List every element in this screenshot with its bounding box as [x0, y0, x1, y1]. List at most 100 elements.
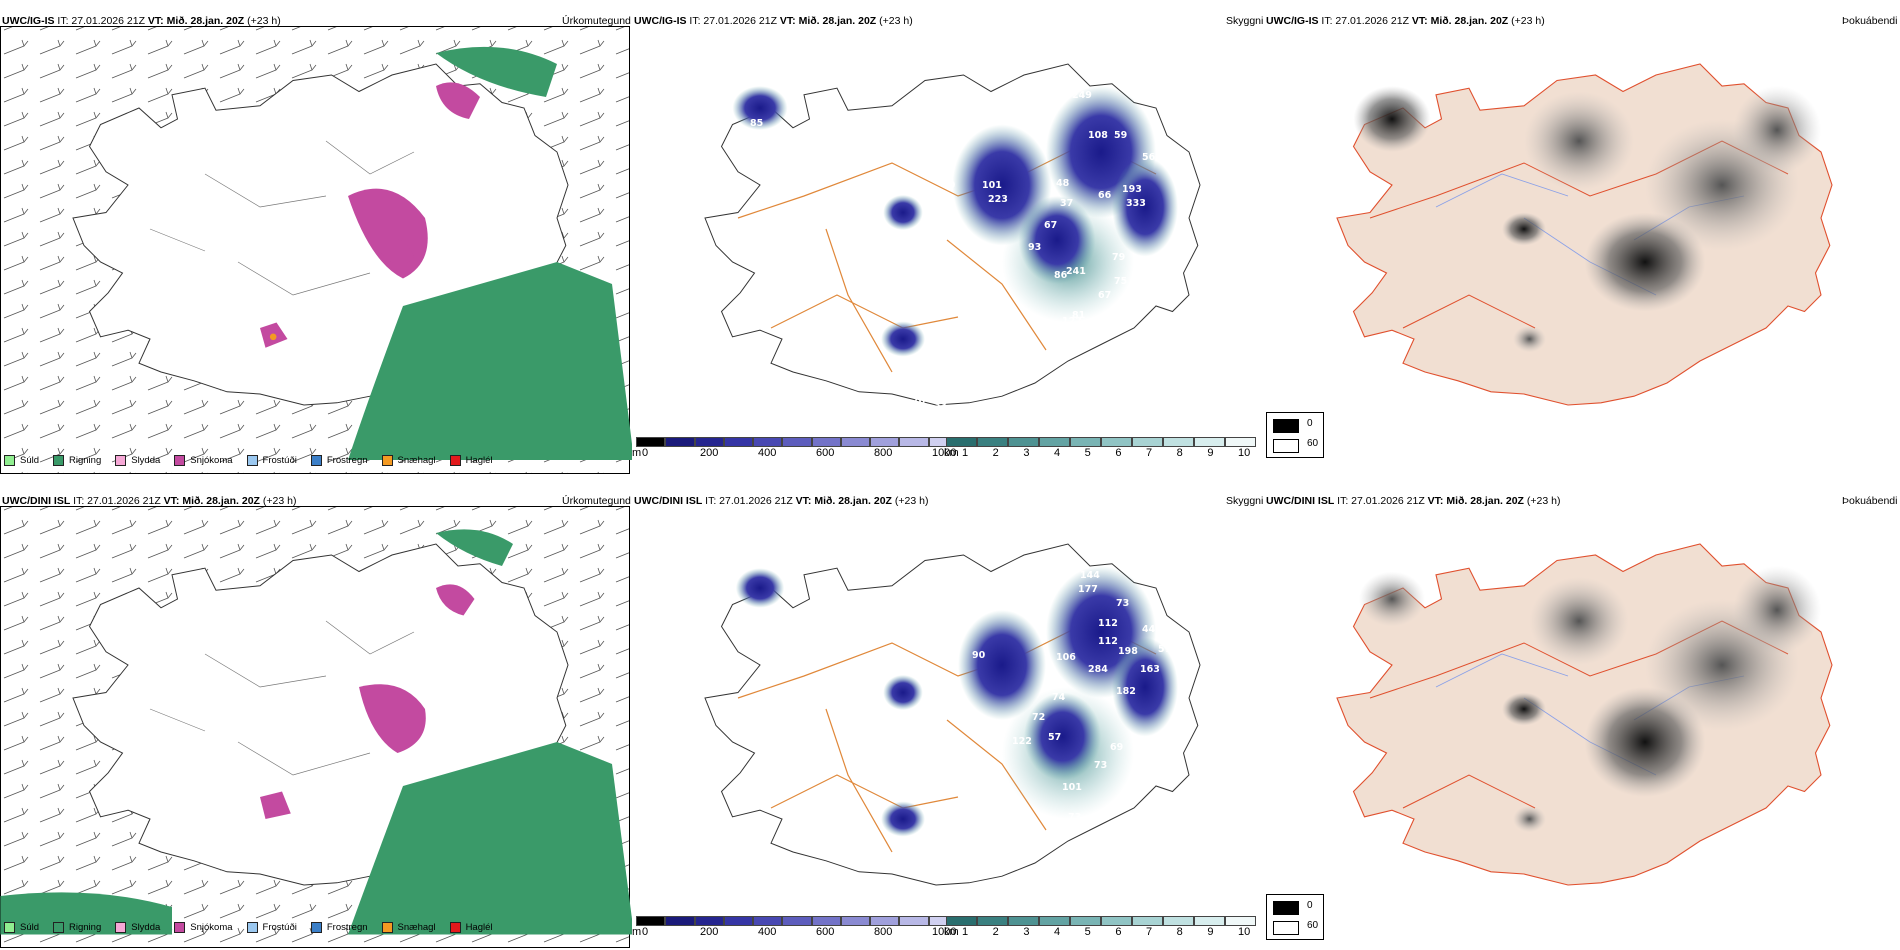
- colorbar-segment: [977, 437, 1008, 447]
- legend-swatch-snow: [174, 455, 186, 466]
- legend-item: Súld: [4, 922, 39, 933]
- vis-number: 86: [1132, 274, 1146, 285]
- vis-number: 112: [1098, 636, 1118, 647]
- visibility-panel-1: UWC/IG-IS IT: 27.01.2026 21Z VT: Mið. 28…: [632, 12, 1264, 477]
- legend-swatch-graupel: [381, 455, 393, 466]
- colorbar-segment: [1070, 437, 1101, 447]
- colorbar-tick-label: 2: [992, 926, 999, 938]
- colorbar-segment: [1101, 437, 1132, 447]
- colorbar-segment: [1008, 916, 1039, 926]
- vis-number: 80: [942, 180, 956, 191]
- cloud-map-1: [1336, 63, 1833, 406]
- colorbar-segment: [811, 437, 841, 447]
- vis-number: 57: [1158, 644, 1171, 655]
- colorbar-segment: [811, 916, 841, 926]
- legend-item: Haglél: [449, 922, 493, 933]
- legend-swatch-sleet: [115, 922, 127, 933]
- vis-number: 85: [750, 118, 763, 129]
- cloud-header-1: UWC/IG-IS IT: 27.01.2026 21Z VT: Mið. 28…: [1266, 15, 1545, 27]
- vis-number: 70: [912, 396, 926, 407]
- colorbar-tick-label: 4: [1054, 926, 1061, 938]
- vis-number: 122: [1062, 316, 1082, 327]
- precip-map-frame-1: [0, 26, 630, 474]
- precip-legend-1: Súld Rigning Slydda Snjókoma Frostúði Fr…: [4, 455, 493, 466]
- vis-number: 69: [1110, 742, 1123, 753]
- vis-number: 43: [906, 282, 919, 293]
- cloud-legend-swatch-0: [1273, 901, 1299, 915]
- cloud-panel-2: UWC/DINI ISL IT: 27.01.2026 21Z VT: Mið.…: [1264, 492, 1900, 950]
- legend-item: Snjókoma: [174, 455, 233, 466]
- colorbar-tick-label: 600: [816, 926, 835, 938]
- cloud-legend-2: 0 60: [1266, 894, 1324, 940]
- precip-header-2: UWC/DINI ISL IT: 27.01.2026 21Z VT: Mið.…: [2, 495, 297, 507]
- vis-number: 163: [1140, 664, 1160, 675]
- precip-map-2: [0, 507, 632, 947]
- colorbar-segment: [1225, 437, 1256, 447]
- legend-swatch-freezing-drizzle: [246, 455, 258, 466]
- precip-panel-1: UWC/IG-IS IT: 27.01.2026 21Z VT: Mið. 28…: [0, 12, 632, 477]
- vis-number: 79: [1112, 252, 1125, 263]
- legend-swatch-freezing-drizzle: [246, 922, 258, 933]
- vis-number: 72: [1032, 712, 1045, 723]
- vis-number: 33: [934, 400, 947, 411]
- cloud-legend-label-60: 60: [1307, 920, 1319, 931]
- colorbar-tick-label: 9: [1207, 926, 1214, 938]
- colorbar-segment: [946, 916, 977, 926]
- vis-number: 90: [972, 650, 986, 661]
- colorbar-tick-label: 1: [962, 926, 969, 938]
- colorbar-segment: [694, 916, 724, 926]
- vis-number: 122: [1012, 736, 1032, 747]
- colorbar-tick-label: 1: [962, 447, 969, 459]
- visibility-title-1: Skyggni: [1226, 15, 1264, 27]
- colorbar-tick-label: 4: [1054, 447, 1061, 459]
- rain-area-2: [348, 742, 632, 935]
- vis-number: 73: [1068, 812, 1081, 823]
- colorbar-tick-label: 600: [816, 447, 835, 459]
- cloud-legend-swatch-60: [1273, 439, 1299, 453]
- cloud-title-2: Þokuábendi: [1842, 495, 1898, 507]
- cloud-header-2: UWC/DINI ISL IT: 27.01.2026 21Z VT: Mið.…: [1266, 495, 1561, 507]
- precip-map-1: [1, 27, 632, 473]
- vis-number: 86: [1054, 270, 1068, 281]
- colorbar-segment: [665, 916, 695, 926]
- colorbar-tick-label: 200: [700, 926, 719, 938]
- colorbar-segment: [899, 437, 929, 447]
- colorbar-tick-label: 3: [1023, 447, 1030, 459]
- legend-swatch-drizzle: [4, 922, 15, 933]
- colorbar-segment: [1225, 916, 1256, 926]
- vis-number: 249: [1072, 90, 1092, 101]
- colorbar-segment: [1039, 437, 1070, 447]
- vis-number: 101: [982, 180, 1002, 191]
- vis-number: 70: [1150, 284, 1164, 295]
- colorbar-tick-label: 10: [1238, 926, 1251, 938]
- colorbar-segment: [977, 916, 1008, 926]
- colorbar-tick-label: 1000: [932, 447, 957, 459]
- colorbar-tick-label: 400: [758, 447, 777, 459]
- colorbar-m-unit-2: m: [632, 926, 642, 938]
- colorbar-tick-label: 200: [700, 447, 719, 459]
- snow-area-2: [359, 684, 426, 753]
- colorbar-segment: [1070, 916, 1101, 926]
- vis-number: 37: [1060, 198, 1073, 209]
- legend-item: Frostúði: [246, 455, 297, 466]
- colorbar-segment: [782, 916, 812, 926]
- colorbar-segment: [870, 437, 900, 447]
- precip-legend-2: Súld Rigning Slydda Snjókoma Frostúði Fr…: [4, 922, 493, 933]
- colorbar-tick-label: 2: [992, 447, 999, 459]
- colorbar-segment: [782, 437, 812, 447]
- vis-number: 73: [1094, 760, 1107, 771]
- vis-number: 223: [988, 194, 1008, 205]
- precip-title-1: Úrkomutegund: [562, 15, 631, 27]
- cloud-legend-label-0: 0: [1307, 900, 1313, 911]
- colorbar-segment: [840, 916, 871, 926]
- colorbar-segment: [899, 916, 929, 926]
- colorbar-tick-label: 800: [874, 926, 893, 938]
- visibility-numbers-2: 70 73 90 106 144 177 73 112 112 44 198 2…: [816, 570, 1171, 879]
- legend-item: Snæhagl: [381, 922, 436, 933]
- colorbar-tick-label: 10: [1238, 447, 1251, 459]
- precip-panel-2: UWC/DINI ISL IT: 27.01.2026 21Z VT: Mið.…: [0, 492, 632, 950]
- colorbar-segment: [636, 437, 666, 447]
- vis-number: 67: [1044, 220, 1057, 231]
- legend-swatch-snow: [174, 922, 186, 933]
- vis-number: 73: [950, 612, 963, 623]
